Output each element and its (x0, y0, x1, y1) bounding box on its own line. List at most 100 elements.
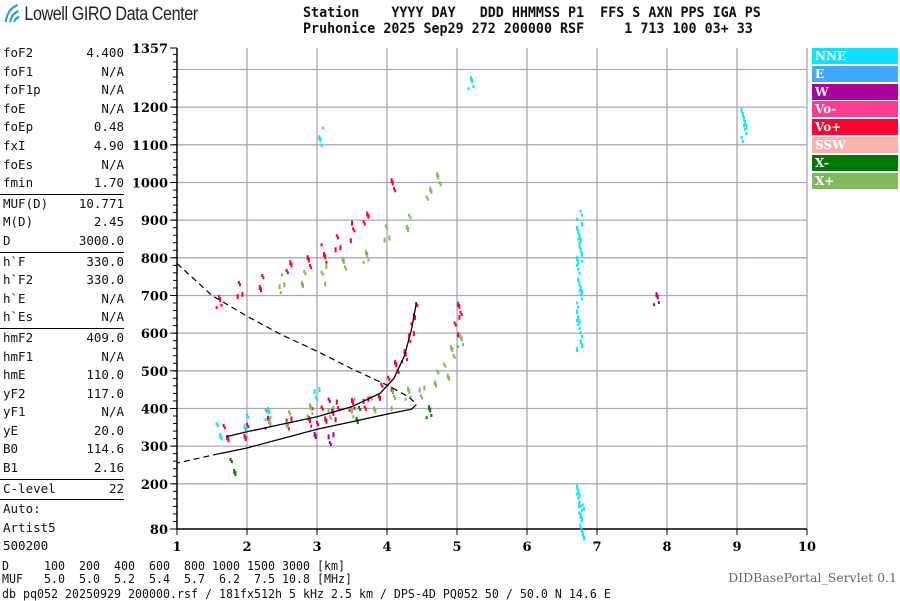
echo-mark-nne (578, 289, 581, 293)
echo-mark-nne (246, 413, 248, 417)
param-label: B1 (3, 460, 19, 476)
y-tick-label: 800 (141, 252, 168, 267)
param-row: yE 20.0 (0, 422, 128, 441)
echo-mark-voplus (306, 255, 309, 261)
y-tick-label: 900 (141, 214, 168, 229)
echo-mark-w (316, 420, 318, 424)
profile-curve-lower (218, 404, 417, 455)
echo-mark-nne (577, 323, 580, 327)
echo-mark-nne (744, 119, 747, 125)
y-tick-label: 1000 (132, 176, 168, 191)
param-value: 1.70 (93, 175, 124, 191)
echo-mark-xplus (451, 347, 454, 353)
echo-mark-xminus (230, 460, 233, 464)
echo-mark-xminus (234, 471, 237, 477)
echo-mark-nne (583, 535, 585, 541)
echo-mark-voplus (363, 222, 366, 226)
echo-mark-xplus (457, 345, 460, 349)
echo-mark-xplus (419, 394, 422, 398)
echo-mark-voplus (365, 407, 367, 411)
echo-mark-nne (745, 131, 748, 135)
param-value: 330.0 (86, 272, 124, 288)
param-label: MUF(D) (3, 195, 49, 211)
param-label: C-level (3, 480, 56, 496)
echo-mark-xplus (362, 260, 365, 264)
echo-mark-xminus (229, 457, 232, 461)
param-row: foEp 0.48 (0, 118, 128, 137)
autoscaling-info: 500200 (3, 538, 49, 554)
muf-curve (176, 263, 417, 405)
y-tick-label: 400 (141, 402, 168, 417)
echo-mark-nne (740, 135, 743, 139)
echo-mark-voplus (222, 424, 225, 428)
echo-mark-voplus (289, 260, 292, 266)
param-label: yF2 (3, 385, 26, 401)
echo-mark-xplus (327, 408, 330, 414)
echo-mark-nne (578, 503, 581, 509)
param-value: 4.90 (93, 137, 124, 153)
echo-mark-nne (576, 347, 579, 353)
echo-mark-voplus (219, 297, 222, 303)
echo-mark-xplus (345, 267, 348, 271)
param-value: N/A (101, 290, 124, 306)
echo-mark-xplus (373, 406, 376, 412)
echo-mark-xplus (366, 252, 369, 258)
echo-mark-voplus (351, 397, 353, 403)
echo-mark-voplus (325, 260, 328, 264)
echo-mark-voplus (262, 276, 265, 280)
echo-mark-voplus (416, 304, 419, 308)
echo-mark-xplus (430, 188, 433, 194)
param-row: foEs N/A (0, 156, 128, 175)
echo-mark-xplus (264, 408, 267, 412)
echo-mark-voplus (261, 274, 264, 278)
echo-mark-xplus (321, 272, 324, 276)
echo-mark-nne (579, 523, 582, 529)
echo-mark-xplus (418, 387, 421, 393)
echo-mark-voplus (237, 280, 240, 284)
echo-mark-nne (247, 415, 250, 419)
echo-mark-xplus (351, 408, 353, 414)
separator (0, 499, 124, 501)
param-row: h`Es N/A (0, 308, 128, 327)
echo-mark-nne (580, 508, 583, 512)
echo-mark-w (328, 441, 331, 445)
param-value: 117.0 (86, 385, 124, 401)
footer-info: db pq052 20250929 200000.rsf / 181fx512h… (2, 586, 611, 601)
echo-mark-nne (318, 135, 321, 141)
echo-mark-nne (580, 213, 583, 217)
y-tick-label: 80 (150, 523, 168, 538)
legend-item-vominus: Vo- (812, 101, 898, 118)
echo-mark-nne (471, 78, 474, 84)
param-label: yF1 (3, 404, 26, 420)
echo-mark-nne (577, 259, 580, 265)
echo-mark-xplus (324, 281, 327, 287)
echo-mark-voplus (215, 306, 218, 310)
echo-mark-nne (578, 243, 581, 249)
echo-mark-nne (580, 289, 583, 295)
echo-mark-nne (744, 127, 747, 131)
echo-mark-voplus (226, 435, 229, 441)
echo-mark-xplus (352, 415, 355, 419)
param-value: 409.0 (86, 329, 124, 345)
echo-mark-xplus (433, 380, 436, 386)
param-row: foE N/A (0, 100, 128, 119)
echo-mark-xplus (404, 397, 407, 401)
echo-mark-nne (577, 237, 580, 241)
echo-mark-nne (581, 531, 584, 537)
x-tick-label: 7 (592, 540, 601, 555)
echo-mark-voplus (244, 435, 247, 441)
echo-mark-voplus (458, 304, 461, 310)
echo-mark-voplus (352, 227, 355, 231)
echo-mark-nne (579, 504, 582, 508)
echo-mark-xplus (435, 382, 437, 388)
echo-mark-nne (576, 225, 579, 231)
echo-mark-voplus (397, 371, 400, 375)
echo-mark-nne (576, 319, 579, 323)
param-row: yF2 117.0 (0, 385, 128, 404)
echo-mark-nne (578, 233, 581, 239)
echo-mark-xplus (423, 385, 426, 391)
parameter-panel: foF2 4.400 foF1 N/A foF1p N/A foE N/A foEp 0.48 fx… (0, 44, 128, 556)
param-label: h`E (3, 290, 26, 306)
echo-mark-voplus (321, 407, 324, 411)
param-value: N/A (101, 404, 124, 420)
